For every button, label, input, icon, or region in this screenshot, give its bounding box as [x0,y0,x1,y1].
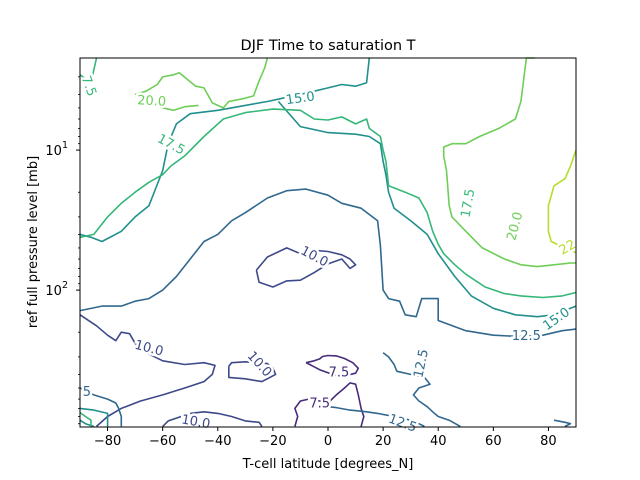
contour-line-10-2 [228,361,277,383]
contour-label-20-0: 20.0 [137,93,167,109]
contour-line-20-1 [156,103,199,112]
contour-line-12.5-4 [553,419,572,428]
x-axis-ticks: −80 −60 −40 −20 0 20 40 60 80 [94,427,557,449]
x-axis-label: T-cell latitude [degrees_N] [242,457,414,472]
contour-label-15-0: 15.0 [285,89,316,108]
contour-line-15-2 [277,100,577,318]
x-tick-label: 40 [430,434,447,449]
chart-title: DJF Time to saturation T [240,38,415,54]
contour-line-22.5-0 [547,149,577,254]
x-tick-label: 80 [540,434,557,449]
contour-label-7.5-0: 7.5 [329,365,350,380]
x-tick-label: 0 [324,434,332,449]
contour-label-12.5-3: 5 [83,385,91,400]
contour-line-7.5-0 [305,354,360,377]
contour-line-10-3 [162,411,263,427]
contour-label-12.5-0: 12.5 [512,329,541,344]
contour-line-15-0 [79,57,371,243]
x-tick-label: −40 [204,434,231,449]
x-tick-label: 60 [485,434,502,449]
contour-line-17.5-0 [79,57,98,84]
contour-line-10-0 [79,314,216,427]
contour-line-10-1 [255,247,357,288]
contour-line-20-2 [442,57,576,268]
contour-line-17.5-2 [79,411,92,427]
y-tick-exponent: 2 [62,280,68,291]
contour-line-12.5-1 [327,405,425,428]
x-tick-label: −60 [149,434,176,449]
contour-line-12.5-0 [79,188,577,338]
x-tick-label: 20 [375,434,392,449]
x-tick-label: −80 [94,434,121,449]
contour-lines [79,57,577,428]
contour-line-7.5-1 [294,382,365,427]
contour-line-20-0 [134,57,269,109]
contour-label-7.5-1: 7.5 [309,396,330,411]
contour-line-12.5-2 [382,352,461,428]
contour-line-17.5-1 [79,108,577,299]
contour-line-15-1 [79,407,109,427]
y-tick-exponent: 1 [62,140,68,151]
x-tick-label: −20 [259,434,286,449]
y-axis-label: ref full pressure level [mb] [26,156,41,328]
contour-line-12.5-3 [79,387,123,427]
